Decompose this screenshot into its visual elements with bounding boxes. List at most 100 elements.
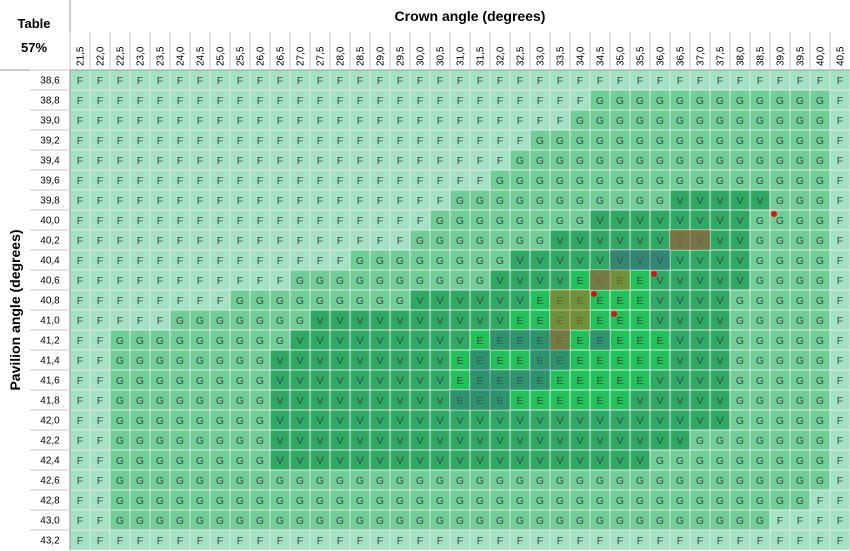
heatmap-cell-grade: F xyxy=(77,455,83,467)
heatmap-cell-grade: F xyxy=(97,295,103,307)
heatmap-cell-grade: V xyxy=(696,295,703,307)
heatmap-cell-grade: G xyxy=(336,515,344,527)
heatmap-cell-grade: G xyxy=(156,455,164,467)
heatmap-cell-grade: F xyxy=(357,75,363,87)
heatmap-cell-grade: F xyxy=(97,395,103,407)
heatmap-cell-grade: F xyxy=(97,535,103,547)
heatmap-cell-grade: F xyxy=(177,115,183,127)
y-tick-label: 41,2 xyxy=(40,336,60,347)
heatmap-cell-grade: E xyxy=(636,315,643,327)
heatmap-cell-grade: F xyxy=(77,215,83,227)
heatmap-cell-grade: F xyxy=(457,155,463,167)
heatmap-cell-grade: F xyxy=(337,215,343,227)
heatmap-cell-grade: V xyxy=(376,415,383,427)
heatmap-cell-grade: V xyxy=(356,375,363,387)
heatmap-cell-grade: V xyxy=(336,455,343,467)
heatmap-cell-grade: G xyxy=(436,235,444,247)
heatmap-cell-grade: G xyxy=(236,315,244,327)
heatmap-cell-grade: G xyxy=(436,215,444,227)
heatmap-cell-grade: V xyxy=(376,335,383,347)
heatmap-cell-grade: F xyxy=(797,75,803,87)
y-tick-label: 40,8 xyxy=(40,296,60,307)
heatmap-cell-grade: G xyxy=(296,515,304,527)
heatmap-cell-grade: V xyxy=(436,455,443,467)
heatmap-cell-grade: E xyxy=(596,295,603,307)
heatmap-cell-grade: V xyxy=(596,415,603,427)
heatmap-cell-grade: F xyxy=(237,155,243,167)
heatmap-cell-grade: F xyxy=(817,535,823,547)
heatmap-cell-grade: G xyxy=(556,175,564,187)
highlight-cell-warm xyxy=(610,270,630,290)
heatmap-cell-grade: F xyxy=(797,515,803,527)
heatmap-cell-grade: G xyxy=(636,195,644,207)
heatmap-cell-grade: G xyxy=(376,495,384,507)
highlight-cell-warm xyxy=(550,310,570,330)
heatmap-cell-grade: V xyxy=(416,295,423,307)
heatmap-cell-grade: G xyxy=(736,375,744,387)
heatmap-cell-grade: G xyxy=(576,135,584,147)
heatmap-cell-grade: G xyxy=(476,235,484,247)
heatmap-cell-grade: V xyxy=(656,215,663,227)
heatmap-cell-grade: G xyxy=(736,315,744,327)
heatmap-cell-grade: G xyxy=(776,475,784,487)
heatmap-cell-grade: V xyxy=(716,215,723,227)
heatmap-cell-grade: G xyxy=(356,255,364,267)
heatmap-cell-grade: F xyxy=(377,535,383,547)
heatmap-cell-grade: V xyxy=(556,235,563,247)
heatmap-cell-grade: G xyxy=(636,135,644,147)
heatmap-cell-grade: V xyxy=(736,255,743,267)
heatmap-cell-grade: G xyxy=(816,255,824,267)
heatmap-cell-grade: G xyxy=(696,455,704,467)
heatmap-cell-grade: G xyxy=(196,455,204,467)
heatmap-cell-grade: E xyxy=(536,315,543,327)
heatmap-cell-grade: F xyxy=(77,195,83,207)
heatmap-cell-grade: G xyxy=(756,435,764,447)
heatmap-cell-grade: G xyxy=(736,95,744,107)
heatmap-cell-grade: V xyxy=(336,375,343,387)
heatmap-cell-grade: G xyxy=(236,335,244,347)
heatmap-cell-grade: F xyxy=(297,75,303,87)
heatmap-cell-grade: V xyxy=(356,435,363,447)
heatmap-cell-grade: F xyxy=(177,215,183,227)
heatmap-cell-grade: F xyxy=(137,135,143,147)
heatmap-cell-grade: V xyxy=(716,235,723,247)
heatmap-cell-grade: G xyxy=(756,375,764,387)
y-tick-label: 40,2 xyxy=(40,236,60,247)
heatmap-cell-grade: G xyxy=(636,495,644,507)
heatmap-cell-grade: F xyxy=(157,215,163,227)
heatmap-cell-grade: V xyxy=(396,355,403,367)
heatmap-cell-grade: G xyxy=(756,175,764,187)
y-tick-label: 41,4 xyxy=(40,356,60,367)
heatmap-cell-grade: G xyxy=(516,475,524,487)
x-tick-label: 34,5 xyxy=(596,46,607,66)
heatmap-cell-grade: F xyxy=(177,75,183,87)
heatmap-cell-grade: F xyxy=(517,75,523,87)
heatmap-cell-grade: F xyxy=(837,135,843,147)
heatmap-cell-grade: G xyxy=(136,375,144,387)
heatmap-cell-grade: F xyxy=(417,155,423,167)
heatmap-cell-grade: G xyxy=(676,135,684,147)
heatmap-cell-grade: G xyxy=(716,135,724,147)
heatmap-cell-grade: G xyxy=(676,155,684,167)
heatmap-cell-grade: G xyxy=(596,135,604,147)
heatmap-cell-grade: F xyxy=(197,275,203,287)
heatmap-cell-grade: G xyxy=(156,475,164,487)
heatmap-cell-grade: G xyxy=(336,475,344,487)
heatmap-cell-grade: G xyxy=(596,195,604,207)
heatmap-cell-grade: F xyxy=(117,215,123,227)
heatmap-cell-grade: G xyxy=(756,155,764,167)
heatmap-cell-grade: G xyxy=(736,495,744,507)
heatmap-cell-grade: V xyxy=(396,455,403,467)
heatmap-cell-grade: V xyxy=(556,435,563,447)
heatmap-cell-grade: G xyxy=(236,415,244,427)
heatmap-cell-grade: F xyxy=(97,375,103,387)
heatmap-cell-grade: G xyxy=(756,475,764,487)
heatmap-cell-grade: F xyxy=(277,215,283,227)
heatmap-cell-grade: G xyxy=(816,155,824,167)
heatmap-cell-grade: V xyxy=(556,275,563,287)
heatmap-cell-grade: F xyxy=(237,195,243,207)
heatmap-cell-grade: F xyxy=(597,75,603,87)
heatmap-cell-grade: F xyxy=(277,255,283,267)
heatmap-cell-grade: G xyxy=(116,375,124,387)
heatmap-cell-grade: V xyxy=(336,355,343,367)
